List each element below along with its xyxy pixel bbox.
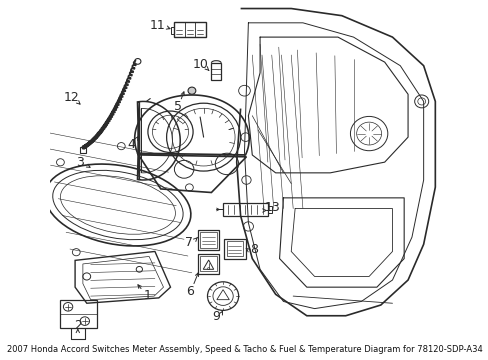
Bar — [60, 300, 96, 328]
Text: 6: 6 — [185, 285, 194, 298]
Text: 7: 7 — [185, 236, 193, 249]
Text: 4: 4 — [127, 138, 135, 151]
Bar — [200, 256, 216, 271]
Text: 10: 10 — [193, 58, 208, 72]
Text: 5: 5 — [173, 100, 181, 113]
Text: 12: 12 — [63, 91, 79, 104]
Bar — [211, 63, 221, 80]
Circle shape — [188, 87, 195, 94]
Bar — [80, 147, 86, 153]
Text: 2007 Honda Accord Switches Meter Assembly, Speed & Tacho & Fuel & Temperature Di: 2007 Honda Accord Switches Meter Assembl… — [7, 345, 481, 354]
Bar — [174, 22, 205, 37]
Bar — [200, 232, 216, 248]
Bar — [226, 241, 243, 256]
Text: 2: 2 — [74, 319, 81, 332]
Text: 11: 11 — [150, 19, 165, 32]
Text: 8: 8 — [249, 243, 257, 256]
Text: 9: 9 — [212, 310, 220, 323]
Bar — [267, 206, 271, 213]
Bar — [197, 254, 219, 274]
Text: 1: 1 — [143, 288, 152, 302]
Bar — [223, 203, 267, 216]
Text: 13: 13 — [264, 201, 280, 214]
Text: 3: 3 — [76, 156, 84, 169]
Bar — [197, 230, 219, 249]
Bar — [224, 239, 245, 258]
